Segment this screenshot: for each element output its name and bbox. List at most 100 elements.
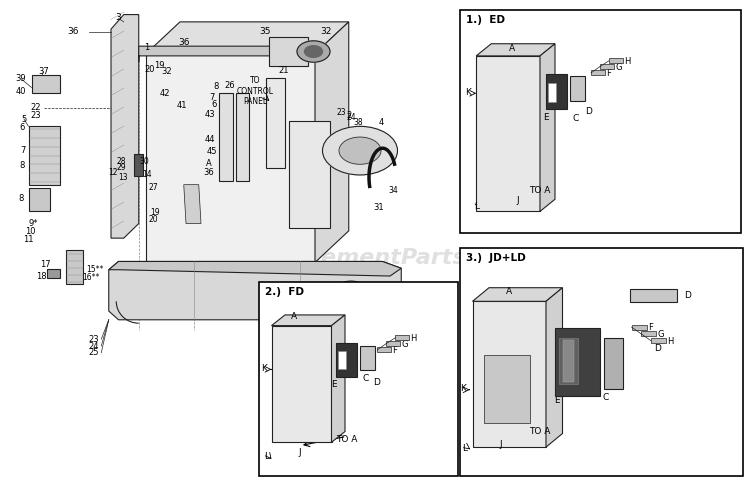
Text: D: D <box>654 345 662 353</box>
Polygon shape <box>472 288 562 301</box>
Text: H: H <box>624 57 630 66</box>
Polygon shape <box>332 315 345 442</box>
Bar <box>641 331 656 336</box>
Bar <box>555 328 600 396</box>
Text: TO A: TO A <box>530 186 550 195</box>
Bar <box>259 282 458 476</box>
Polygon shape <box>146 53 315 262</box>
Circle shape <box>297 41 330 62</box>
Text: K: K <box>261 364 267 373</box>
Text: L: L <box>474 202 478 210</box>
Polygon shape <box>272 315 345 326</box>
Text: G: G <box>615 63 622 71</box>
Polygon shape <box>109 261 401 320</box>
Text: K: K <box>460 384 466 393</box>
Text: A: A <box>509 44 515 53</box>
Text: 8: 8 <box>213 82 219 90</box>
Text: TO
CONTROL
PANEL: TO CONTROL PANEL <box>236 76 274 106</box>
Text: 43: 43 <box>205 110 215 119</box>
Text: eReplacementParts.com: eReplacementParts.com <box>224 247 526 268</box>
Polygon shape <box>476 56 540 211</box>
Text: 10: 10 <box>25 227 35 236</box>
Bar <box>266 78 285 168</box>
Bar <box>219 93 232 181</box>
Text: F: F <box>392 346 398 355</box>
Text: 11: 11 <box>23 235 34 244</box>
Text: 34: 34 <box>388 186 399 195</box>
Bar <box>484 355 530 423</box>
Text: 8: 8 <box>18 194 24 203</box>
Text: 24: 24 <box>88 342 99 350</box>
Bar <box>289 122 330 228</box>
Text: 18: 18 <box>36 272 46 280</box>
Text: 7: 7 <box>209 93 215 102</box>
Polygon shape <box>472 301 546 447</box>
Text: D: D <box>585 107 592 116</box>
Text: 5: 5 <box>21 115 27 123</box>
Text: 37: 37 <box>38 68 49 76</box>
Text: 4: 4 <box>378 118 383 127</box>
Text: A: A <box>291 312 297 321</box>
Polygon shape <box>109 261 401 276</box>
Text: C: C <box>362 374 368 382</box>
Text: 25: 25 <box>88 348 99 357</box>
Bar <box>562 340 574 382</box>
Circle shape <box>322 126 398 175</box>
Text: 19: 19 <box>151 208 160 217</box>
Bar <box>236 93 249 181</box>
Text: E: E <box>543 113 549 122</box>
Polygon shape <box>476 44 555 56</box>
Text: C: C <box>572 114 578 123</box>
Bar <box>338 351 346 369</box>
Text: 35: 35 <box>260 27 272 36</box>
Text: 8: 8 <box>20 161 26 170</box>
Bar <box>559 338 578 384</box>
Text: 32: 32 <box>161 68 172 76</box>
Text: 13: 13 <box>118 174 128 182</box>
Bar <box>548 83 556 102</box>
Text: 3: 3 <box>116 13 122 21</box>
Polygon shape <box>546 288 562 447</box>
Text: TO A: TO A <box>336 435 357 444</box>
Text: E: E <box>554 397 560 405</box>
Circle shape <box>339 137 381 164</box>
Text: E: E <box>331 381 337 389</box>
Circle shape <box>304 46 322 57</box>
Text: 6: 6 <box>211 100 217 109</box>
Text: J: J <box>516 196 519 205</box>
Bar <box>630 289 676 302</box>
Text: 6: 6 <box>20 123 26 132</box>
Text: H: H <box>410 334 417 343</box>
Text: 12: 12 <box>108 168 117 176</box>
Text: 23: 23 <box>88 335 99 344</box>
Polygon shape <box>540 44 555 211</box>
Text: 7: 7 <box>20 146 26 155</box>
Text: 17: 17 <box>40 260 50 269</box>
Text: 1.)  ED: 1.) ED <box>466 15 505 25</box>
Text: TO A: TO A <box>530 427 550 436</box>
Bar <box>570 76 585 101</box>
Bar <box>134 154 142 176</box>
Text: L: L <box>463 444 467 452</box>
Polygon shape <box>184 185 201 224</box>
Text: 24: 24 <box>346 113 355 122</box>
Text: H: H <box>668 337 674 346</box>
Text: 3.)  JD+LD: 3.) JD+LD <box>466 253 526 263</box>
Bar <box>28 188 50 211</box>
Text: 23: 23 <box>337 108 346 117</box>
Text: 1: 1 <box>144 43 149 52</box>
Bar <box>386 341 400 346</box>
Text: J: J <box>500 440 502 449</box>
Text: 36: 36 <box>68 27 80 36</box>
Text: 36: 36 <box>203 168 214 177</box>
Bar <box>32 75 60 93</box>
Polygon shape <box>272 326 332 442</box>
Text: 41: 41 <box>176 102 187 110</box>
Polygon shape <box>139 40 304 62</box>
Bar <box>546 74 567 109</box>
Text: 22: 22 <box>31 104 41 112</box>
Polygon shape <box>111 15 139 238</box>
Text: K: K <box>465 88 471 97</box>
Text: 44: 44 <box>205 136 215 144</box>
Bar <box>609 58 622 63</box>
